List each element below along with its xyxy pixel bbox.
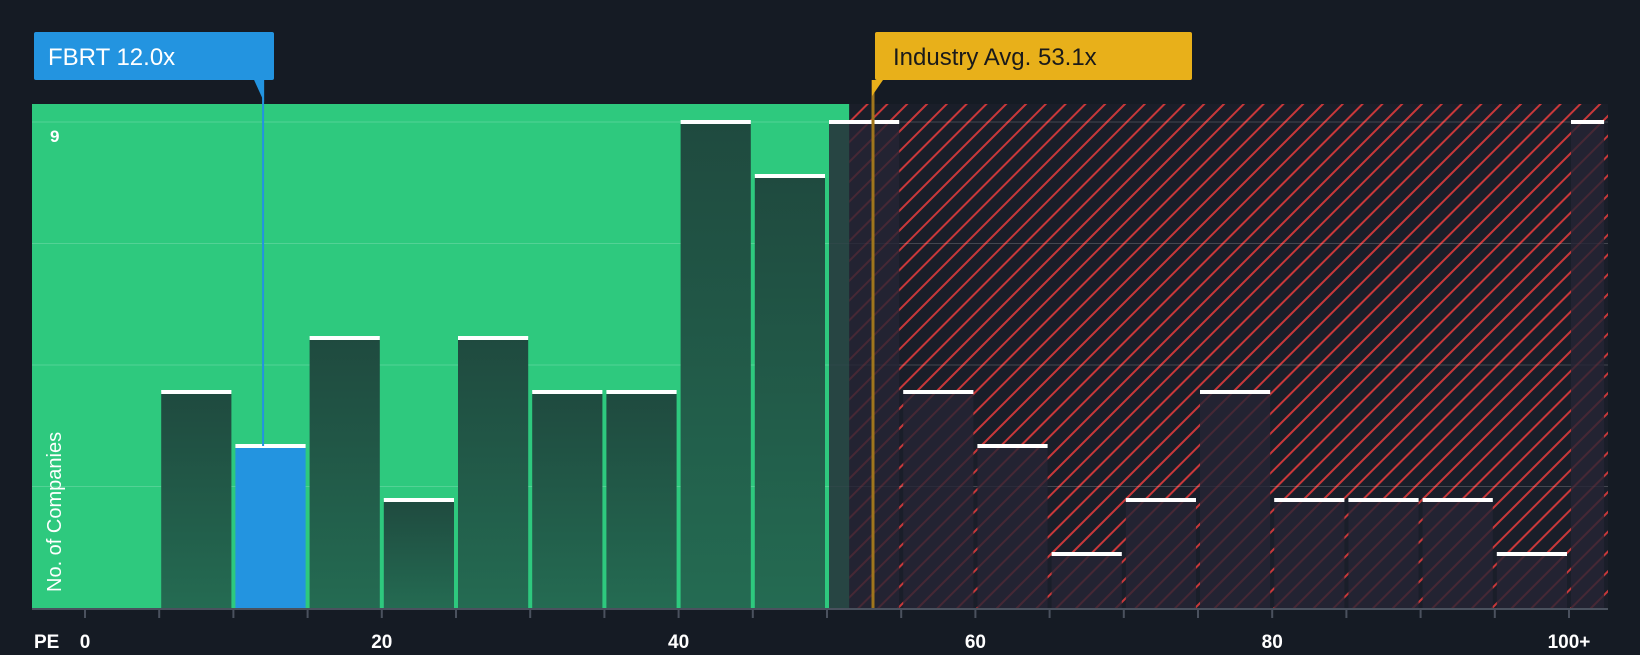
bar-40-45: [680, 122, 751, 608]
bar-cap-5: [532, 390, 603, 394]
bar-100-102.5: [1571, 122, 1605, 608]
x-tick-label-40: 40: [668, 632, 689, 650]
bar-60-65: [977, 446, 1048, 608]
x-tick-label-80: 80: [1262, 632, 1283, 650]
y-axis-label: No. of Companies: [44, 432, 66, 592]
bar-15-20: [309, 338, 380, 608]
bar-70-75: [1125, 500, 1196, 608]
company-label-pointer: [254, 80, 265, 102]
bar-35-40: [606, 392, 677, 608]
bar-cap-9: [829, 120, 900, 124]
bar-cap-14: [1200, 390, 1271, 394]
industry-label-box: [875, 32, 1192, 80]
bar-cap-18: [1496, 552, 1567, 556]
bar-cap-1: [235, 444, 306, 448]
industry-label-text: Industry Avg. 53.1x: [893, 44, 1097, 71]
bars: [161, 120, 1605, 608]
bar-cap-17: [1422, 498, 1493, 502]
bar-30-35: [532, 392, 603, 608]
bar-cap-15: [1274, 498, 1345, 502]
bar-cap-0: [161, 390, 232, 394]
bar-75-80: [1200, 392, 1271, 608]
bar-cap-7: [680, 120, 751, 124]
bar-95-100: [1496, 554, 1567, 608]
y-tick-label-9: 9: [50, 127, 59, 146]
bar-cap-13: [1125, 498, 1196, 502]
bar-65-70: [1051, 554, 1122, 608]
x-tick-label-0: 0: [80, 632, 91, 650]
x-axis-label: PE: [34, 632, 59, 650]
company-label: FBRT 12.0x: [34, 32, 274, 102]
bar-45-50: [754, 176, 825, 608]
bar-55-60: [903, 392, 974, 608]
x-tick-label-60: 60: [965, 632, 986, 650]
bar-85-90: [1348, 500, 1419, 608]
industry-label-pointer: [872, 80, 884, 96]
bar-cap-16: [1348, 498, 1419, 502]
bar-90-95: [1422, 500, 1493, 608]
x-tick-label-20: 20: [371, 632, 392, 650]
bar-cap-6: [606, 390, 677, 394]
company-label-text: FBRT 12.0x: [48, 44, 175, 71]
bar-cap-11: [977, 444, 1048, 448]
bar-25-30: [458, 338, 529, 608]
bar-5-10: [161, 392, 232, 608]
x-ticks: 0 20 40 60 80 100+: [80, 609, 1591, 653]
bar-cap-10: [903, 390, 974, 394]
bar-80-85: [1274, 500, 1345, 608]
industry-avg-label: Industry Avg. 53.1x: [872, 32, 1192, 96]
bar-20-25: [383, 500, 454, 608]
bar-cap-12: [1051, 552, 1122, 556]
bar-cap-19: [1571, 120, 1605, 124]
bar-cap-3: [383, 498, 454, 502]
bar-50-55: [829, 122, 900, 608]
bar-cap-8: [754, 174, 825, 178]
bar-cap-2: [309, 336, 380, 340]
bar-10-15: [235, 446, 306, 608]
x-tick-label-100+: 100+: [1548, 632, 1591, 650]
bar-cap-4: [458, 336, 529, 340]
company-label-box: [34, 32, 274, 80]
